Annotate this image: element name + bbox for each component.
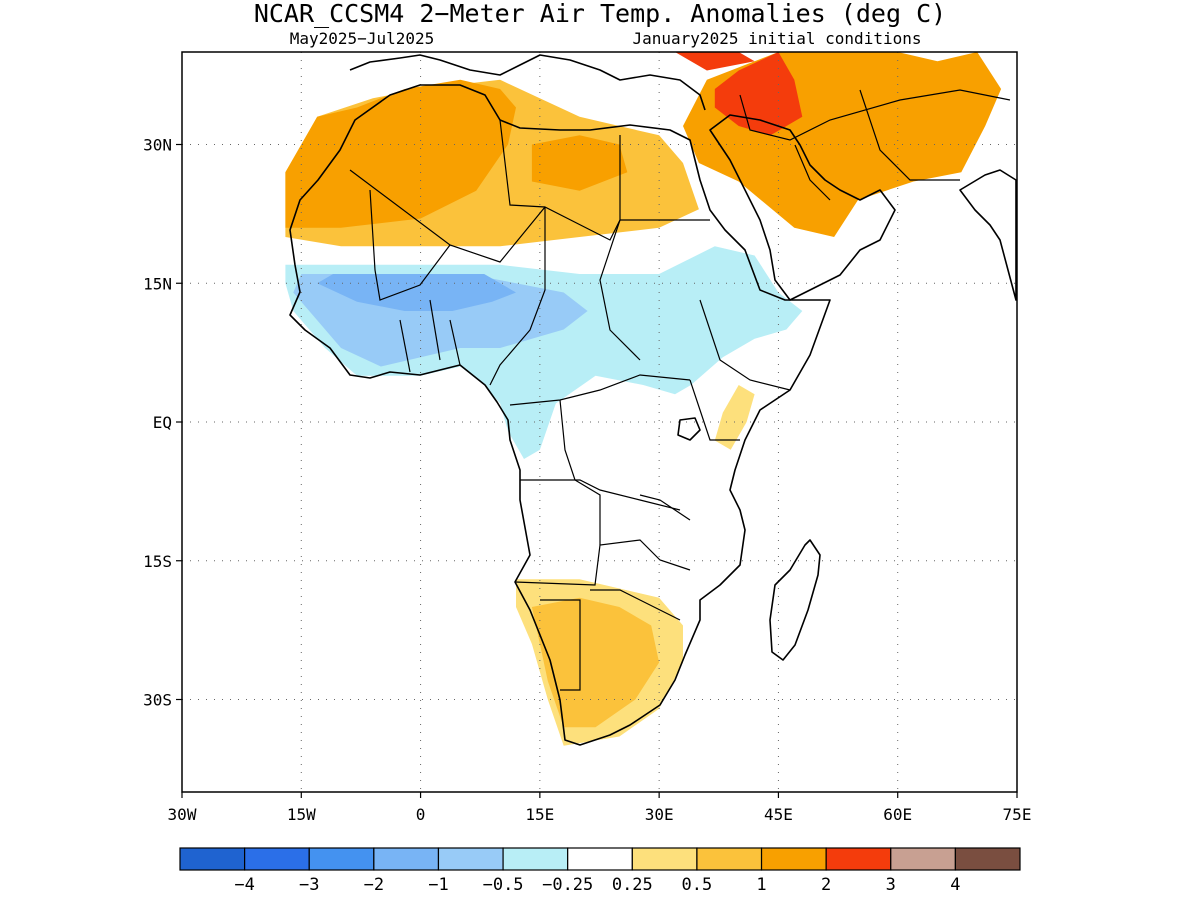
colorbar-label: 0.5 [682,875,713,895]
colorbar-label: 3 [886,875,896,895]
colorbar-swatch [373,847,440,871]
border-line [514,539,691,586]
anomaly-region-north-africa-hot [285,79,516,228]
border-line [509,374,691,406]
colorbar-label: −0.5 [483,875,524,895]
colorbar-swatch [437,847,504,871]
colorbar-swatch [825,847,892,871]
india-coastline [959,169,1017,301]
anomaly-region-caucasus-very-hot [675,52,755,71]
border-line [859,89,960,181]
map-plot-area [181,51,1018,793]
border-line [599,135,641,361]
grid-lines [182,52,1017,792]
colorbar-label: 4 [950,875,960,895]
lat-tick-label: 30N [143,136,172,155]
colorbar-swatch [696,847,763,871]
colorbar-swatch [502,847,569,871]
chart-subtitle-period: May2025−Jul2025 [290,29,435,48]
border-line [369,189,451,301]
lon-tick-label: 0 [416,805,426,824]
colorbar-swatch [760,847,827,871]
latitude-axis: 30N 15N EQ 15S 30S [143,136,182,710]
lon-tick-label: 15W [287,805,316,824]
colorbar-swatch [954,847,1021,871]
africa-coastline [289,84,831,746]
colorbar-swatch [308,847,375,871]
lake-victoria [677,417,701,441]
lon-tick-label: 30E [645,805,674,824]
chart-subtitle-initial-conditions: January2025 initial conditions [633,29,922,48]
colorbar-swatch [631,847,698,871]
border-line [429,299,441,361]
anomaly-shading-layer [285,52,1002,746]
chart-title: NCAR_CCSM4 2−Meter Air Temp. Anomalies (… [254,0,946,28]
colorbar-label: −2 [364,875,384,895]
colorbar-swatch [567,847,633,871]
madagascar-coastline [769,539,821,661]
country-borders [349,89,1011,691]
anomaly-region-levant-very-hot [714,52,803,136]
lat-tick-label: 15S [143,552,172,571]
lat-tick-label: 30S [143,691,172,710]
anomaly-region-southern-africa-hot [531,597,660,728]
anomaly-region-east-africa-warm [714,385,755,450]
lat-tick-label: EQ [153,413,172,432]
lon-tick-label: 45E [764,805,793,824]
border-line [794,144,831,201]
border-line [399,319,411,373]
anomaly-region-central-sahara-hot [531,135,628,191]
colorbar-swatch [890,847,956,871]
colorbar-label: 1 [756,875,766,895]
colorbar-label: 0.25 [612,875,653,895]
border-line [699,299,791,391]
colorbar-label: −1 [428,875,448,895]
colorbar-swatch [244,847,310,871]
colorbar-label: 2 [821,875,831,895]
colorbar-label: −3 [299,875,319,895]
lon-tick-label: 75E [1003,805,1032,824]
border-line [590,589,681,621]
lon-tick-label: 15E [525,805,554,824]
border-line [639,494,691,521]
mediterranean-north-coast [349,54,706,111]
longitude-axis: 30W 15W 0 15E 30E 45E 60E 75E [168,792,1032,824]
border-line [540,599,581,691]
border-line [520,479,681,511]
colorbar-label: −0.25 [542,875,593,895]
colorbar-swatch [179,847,246,871]
colorbar-legend: −4 −3 −2 −1 −0.5 −0.25 0.25 0.5 1 2 3 4 [179,847,1021,895]
border-line [739,89,1011,141]
lon-tick-label: 60E [883,805,912,824]
lat-tick-label: 15N [143,274,172,293]
lon-tick-label: 30W [168,805,197,824]
border-line [499,119,546,208]
coastline-outlines [289,54,1017,746]
border-line [689,379,740,441]
colorbar-label: −4 [234,875,254,895]
border-line [489,207,546,386]
border-line [449,319,461,366]
